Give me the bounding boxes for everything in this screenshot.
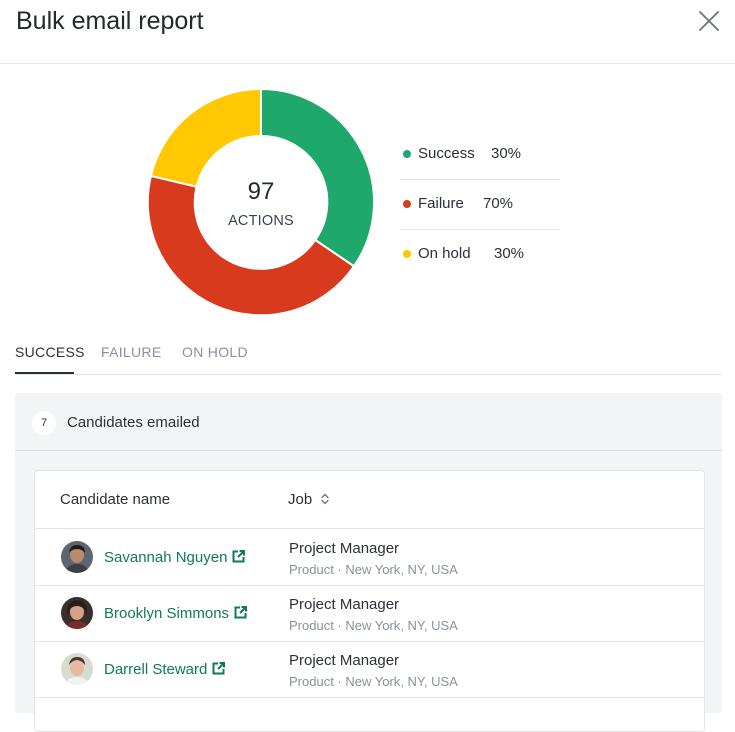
candidate-name-link[interactable]: Brooklyn Simmons [104, 605, 248, 622]
donut-segment-success [260, 89, 374, 268]
tab-success[interactable]: SUCCESS [15, 344, 85, 360]
avatar [61, 541, 93, 573]
candidates-table: Candidate name Job Savannah Nguyen Proje… [34, 470, 705, 732]
job-title: Project Manager [289, 596, 400, 613]
external-link-icon[interactable] [212, 662, 226, 675]
close-icon[interactable] [696, 8, 722, 34]
table-row: Savannah Nguyen Project Manager Product … [35, 529, 704, 586]
job-detail: Product · New York, NY, USA [289, 674, 458, 689]
legend-item-success: Success 30% [400, 130, 560, 180]
legend-value: 30% [491, 145, 522, 162]
legend-item-on-hold: On hold 30% [400, 230, 560, 279]
legend-value: 30% [494, 245, 525, 262]
panel-header: 7 Candidates emailed [15, 393, 722, 451]
failure-dot-icon [403, 200, 411, 208]
table-row: Darrell Steward Project Manager Product … [35, 641, 704, 698]
total-actions-label: ACTIONS [228, 213, 294, 229]
job-detail: Product · New York, NY, USA [289, 618, 458, 633]
actions-donut-chart [148, 89, 374, 315]
tab-on-hold[interactable]: ON HOLD [182, 344, 248, 360]
sort-icon[interactable] [320, 492, 330, 506]
external-link-icon[interactable] [234, 606, 248, 619]
avatar [61, 597, 93, 629]
legend-label: Success [418, 145, 475, 162]
modal-header: Bulk email report [0, 0, 735, 64]
column-header-candidate-name: Candidate name [60, 491, 171, 508]
job-title: Project Manager [289, 540, 400, 557]
donut-segment-on-hold [149, 89, 262, 188]
on-hold-dot-icon [403, 250, 411, 258]
legend-item-failure: Failure 70% [400, 180, 560, 230]
modal-title: Bulk email report [16, 7, 204, 35]
table-header-divider [35, 528, 704, 529]
legend-label: On hold [418, 245, 471, 262]
candidate-name-link[interactable]: Savannah Nguyen [104, 549, 246, 566]
candidates-panel: 7 Candidates emailed Candidate name Job … [15, 393, 722, 732]
candidate-count-badge: 7 [32, 411, 56, 435]
success-dot-icon [403, 150, 411, 158]
donut-segment-failure [148, 174, 356, 315]
candidate-name-link[interactable]: Darrell Steward [104, 661, 226, 678]
candidate-name[interactable]: Brooklyn Simmons [104, 605, 230, 622]
candidate-name[interactable]: Savannah Nguyen [104, 549, 228, 566]
legend-value: 70% [483, 195, 514, 212]
tab-failure[interactable]: FAILURE [101, 344, 162, 360]
active-tab-indicator [15, 372, 74, 374]
legend-label: Failure [418, 195, 464, 212]
chart-legend: Success 30% Failure 70% On hold 30% [400, 130, 560, 279]
status-tabs: SUCCESS FAILURE ON HOLD [15, 338, 722, 375]
table-row: Brooklyn Simmons Project Manager Product… [35, 585, 704, 642]
job-detail: Product · New York, NY, USA [289, 562, 458, 577]
column-header-job[interactable]: Job [288, 491, 313, 508]
panel-title: Candidates emailed [67, 414, 200, 431]
job-title: Project Manager [289, 652, 400, 669]
external-link-icon[interactable] [232, 550, 246, 563]
total-actions-count: 97 [247, 178, 275, 205]
avatar [61, 653, 93, 685]
candidate-name[interactable]: Darrell Steward [104, 661, 208, 678]
